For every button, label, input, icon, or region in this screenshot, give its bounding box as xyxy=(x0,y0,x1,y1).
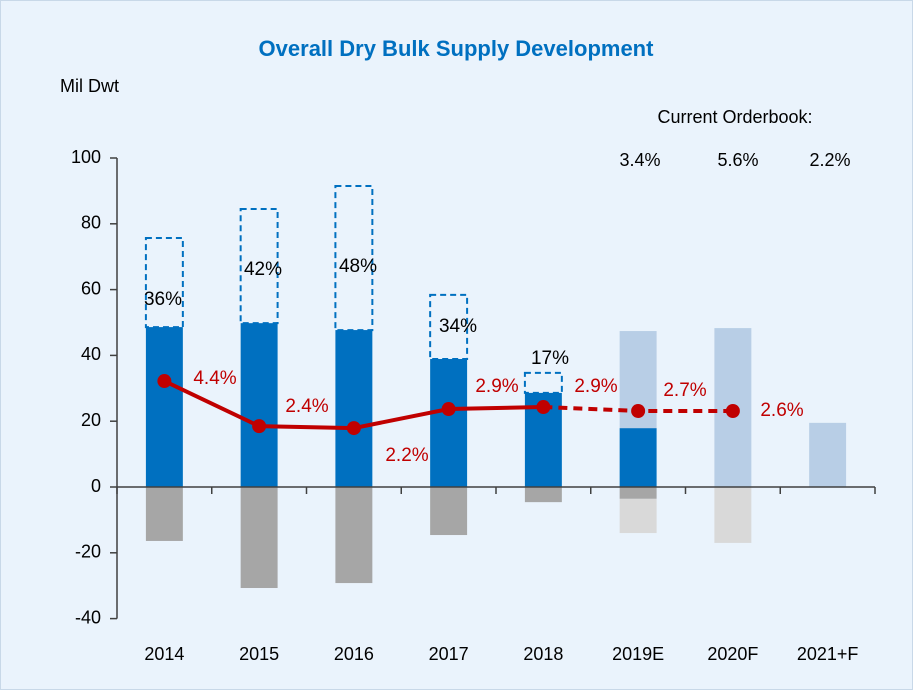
y-axis-label: Mil Dwt xyxy=(60,76,119,96)
bar-segment xyxy=(524,487,562,503)
growth-label: 4.4% xyxy=(193,368,236,389)
x-tick-label: 2021+F xyxy=(797,644,859,664)
bar-segment xyxy=(240,323,278,487)
orderbook-label: 3.4% xyxy=(619,150,660,170)
growth-point xyxy=(157,374,172,389)
bar-segment xyxy=(523,371,563,394)
bar-segment xyxy=(430,487,468,536)
x-tick-label: 2019E xyxy=(612,644,664,664)
growth-label: 2.4% xyxy=(285,396,328,417)
orderbook-label: 5.6% xyxy=(717,150,758,170)
growth-label: 2.9% xyxy=(475,376,518,397)
x-tick-label: 2020F xyxy=(707,644,758,664)
y-tick-label: 40 xyxy=(81,344,101,364)
y-tick-label: 100 xyxy=(71,147,101,167)
bar-segment xyxy=(239,207,279,325)
bar-segment xyxy=(145,327,183,487)
slippage-label: 34% xyxy=(439,316,477,337)
growth-label: 2.6% xyxy=(760,400,803,421)
slippage-label: 42% xyxy=(244,259,282,280)
x-tick-label: 2014 xyxy=(144,644,184,664)
growth-point xyxy=(252,419,267,434)
growth-label: 2.9% xyxy=(574,376,617,397)
slippage-label: 48% xyxy=(339,256,377,277)
growth-label: 2.7% xyxy=(663,380,706,401)
bar-segment xyxy=(430,359,468,487)
growth-point xyxy=(346,421,361,436)
growth-point xyxy=(725,404,740,419)
bar-segment xyxy=(619,498,657,534)
growth-point xyxy=(536,400,551,415)
x-tick-label: 2015 xyxy=(239,644,279,664)
slippage-label: 36% xyxy=(144,289,182,310)
slippage-label: 17% xyxy=(531,348,569,369)
bar-segment xyxy=(335,487,373,584)
bar-segment xyxy=(334,184,374,332)
bar-segment xyxy=(335,330,373,487)
growth-point xyxy=(441,402,456,417)
y-tick-label: -20 xyxy=(75,542,101,562)
x-tick-label: 2016 xyxy=(334,644,374,664)
bar-segment xyxy=(809,422,847,487)
bar-segment xyxy=(429,293,469,361)
chart-title: Overall Dry Bulk Supply Development xyxy=(259,36,655,61)
x-tick-label: 2018 xyxy=(523,644,563,664)
bar-segment xyxy=(619,428,657,487)
y-tick-label: 20 xyxy=(81,410,101,430)
bar-segment xyxy=(240,487,278,589)
bar-segment xyxy=(144,236,184,329)
y-tick-label: -40 xyxy=(75,607,101,627)
bar-segment xyxy=(619,487,657,499)
bar-segment xyxy=(145,487,183,541)
orderbook-title: Current Orderbook: xyxy=(657,107,812,127)
y-tick-label: 80 xyxy=(81,213,101,233)
orderbook-label: 2.2% xyxy=(809,150,850,170)
y-tick-label: 60 xyxy=(81,278,101,298)
x-tick-label: 2017 xyxy=(429,644,469,664)
growth-label: 2.2% xyxy=(385,445,428,466)
growth-point xyxy=(631,404,646,419)
bar-segment xyxy=(714,487,752,543)
y-tick-label: 0 xyxy=(91,476,101,496)
